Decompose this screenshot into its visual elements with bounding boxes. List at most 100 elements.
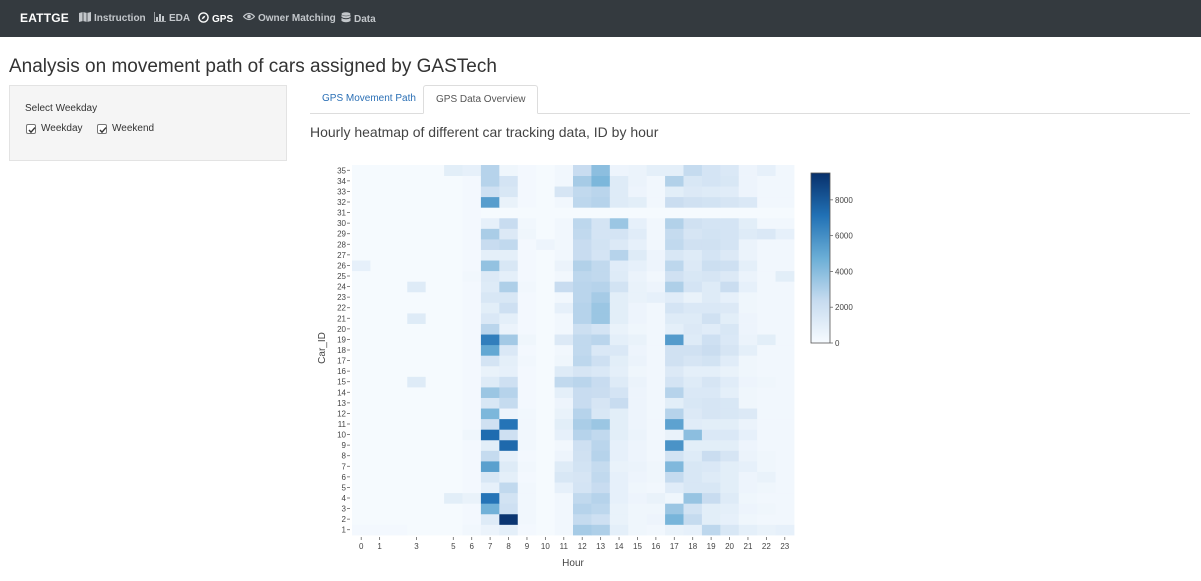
heatmap-cell [388,513,408,525]
heatmap-cell [536,418,555,430]
heatmap-cell [407,186,427,198]
heatmap-cell [609,228,629,240]
heatmap-cell [701,418,721,430]
heatmap-cell [370,397,390,409]
checkbox-box[interactable] [97,123,107,134]
heatmap-cell [683,429,703,441]
brand-title[interactable]: EATTGE [20,11,69,25]
heatmap-cell [646,217,666,229]
heatmap-cell [757,450,776,462]
heatmap-cell [517,281,537,293]
heatmap-cell [665,217,684,229]
nav-item-eda[interactable]: EDA [153,12,190,25]
heatmap-cell [720,302,740,314]
heatmap-cell [646,524,666,536]
heatmap-cell [701,334,721,346]
heatmap-cell [554,376,574,388]
heatmap-cell [775,302,795,314]
heatmap-cell [444,429,463,441]
heatmap-cell [757,175,776,187]
heatmap-cell [701,291,721,303]
heatmap-cell [720,408,740,420]
weekday-checkbox[interactable]: Weekday [26,123,83,134]
heatmap-cell [480,524,500,536]
heatmap-cell [352,260,371,272]
heatmap-cell [388,450,408,462]
heatmap-cell [701,513,721,525]
heatmap-cell [683,249,703,261]
heatmap-cell [738,408,758,420]
heatmap-cell [646,323,666,335]
tab-gps-movement-path[interactable]: GPS Movement Path [322,93,416,104]
y-tick-label: 12 [337,409,346,418]
x-tick-label: 7 [488,542,493,551]
heatmap-cell [573,196,592,208]
heatmap-cell [757,249,776,261]
heatmap-cell [665,471,684,483]
heatmap-cell [738,471,758,483]
checkbox-box[interactable] [26,123,36,134]
heatmap-cell [720,270,740,282]
heatmap-cell [462,450,482,462]
heatmap-cell [757,217,776,229]
y-tick-label: 4 [342,494,347,503]
heatmap-cell [665,207,684,219]
heatmap-cell [573,313,592,324]
heatmap-cell [665,228,684,240]
heatmap-cell [701,365,721,377]
heatmap-cell [352,408,371,420]
heatmap-cell [407,239,427,250]
heatmap-cell [499,249,519,261]
heatmap-cell [720,165,740,176]
heatmap-cell [738,249,758,261]
heatmap-cell [352,165,371,176]
heatmap-cell [628,387,648,398]
heatmap-cell [370,503,390,515]
tab-gps-data-overview[interactable]: GPS Data Overview [423,85,539,114]
heatmap-cell [683,450,703,462]
nav-item-gps[interactable]: GPS [198,12,233,26]
heatmap-cell [462,461,482,472]
heatmap-cell [480,418,500,430]
heatmap-cell [444,207,463,219]
heatmap-cell [554,408,574,420]
heatmap-cell [720,207,740,219]
heatmap-cell [425,492,445,504]
heatmap-cell [480,439,500,451]
heatmap-cell [388,323,408,335]
nav-item-owner-matching[interactable]: Owner Matching [242,12,336,24]
heatmap-cell [462,387,482,398]
nav-item-data[interactable]: Data [341,12,376,26]
heatmap-cell [352,482,371,494]
colorbar-tick-label: 0 [835,339,840,348]
heatmap-cell [775,207,795,219]
colorbar-tick-label: 4000 [835,267,853,276]
colorbar-tick-label: 8000 [835,196,853,205]
heatmap-cell [352,175,371,187]
heatmap-cell [720,344,740,356]
nav-item-instruction[interactable]: Instruction [79,12,146,25]
heatmap-cell [499,217,519,229]
heatmap-cell [591,429,611,441]
heatmap-cell [757,429,776,441]
heatmap-cell [683,471,703,483]
heatmap-cell [720,524,740,536]
heatmap-cell [573,397,592,409]
heatmap-cell [591,334,611,346]
heatmap-cell [517,313,537,324]
heatmap-cell [554,302,574,314]
heatmap-cell [628,207,648,219]
heatmap-cell [573,344,592,356]
heatmap-cell [609,503,629,515]
heatmap-cell [775,291,795,303]
heatmap-cell [462,429,482,441]
y-tick-label: 24 [337,283,346,292]
heatmap-cell [499,513,519,525]
heatmap-cell [720,471,740,483]
heatmap-cell [554,450,574,462]
x-tick-label: 0 [359,542,364,551]
heatmap-cell [775,281,795,293]
heatmap-cell [444,260,463,272]
heatmap-cell [609,355,629,367]
weekend-checkbox[interactable]: Weekend [97,123,154,134]
